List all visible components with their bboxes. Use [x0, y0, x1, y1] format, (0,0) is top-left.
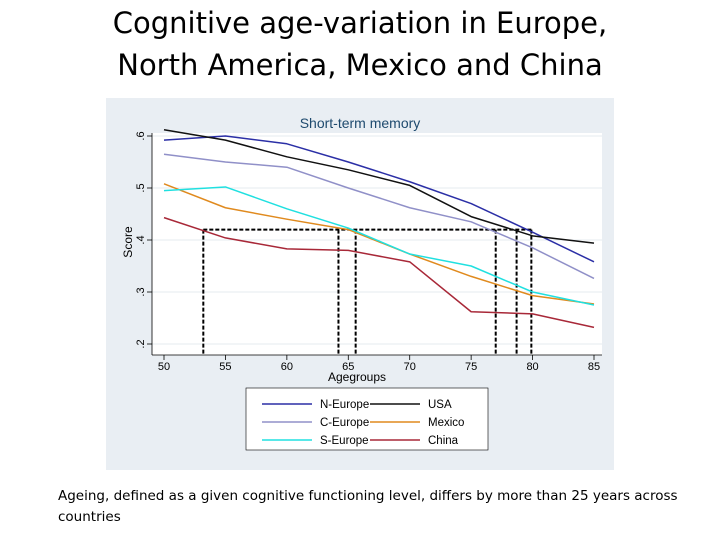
slide-caption: Ageing, defined as a given cognitive fun…: [58, 488, 678, 525]
series-line-c-europe: [163, 153, 595, 280]
y-tick-label: .6: [135, 131, 147, 140]
series-line-china: [163, 216, 595, 329]
plot-area: [152, 133, 602, 355]
series-lines: [163, 129, 595, 329]
legend-label-mexico: Mexico: [428, 417, 464, 429]
legend-label-china: China: [428, 435, 459, 447]
x-axis-label: Agegroups: [328, 370, 386, 384]
y-tick-label: .4: [135, 235, 147, 244]
y-tick-label: .2: [135, 339, 147, 348]
x-tick-label: 60: [281, 361, 293, 373]
chart-svg: .2 .3 .4 .5 .6 50 55 60 65 70 75 80 85 Short-term me…: [106, 98, 614, 470]
slide-title-line-1: Cognitive age-variation in Europe,: [112, 6, 608, 40]
x-tick-label: 85: [588, 361, 600, 373]
legend-label-n-europe: N-Europe: [320, 399, 369, 411]
chart-title: Short-term memory: [300, 115, 421, 131]
x-tick-label: 65: [342, 361, 354, 373]
x-tick-label: 70: [404, 361, 416, 373]
chart-figure: .2 .3 .4 .5 .6 50 55 60 65 70 75 80 85 Short-term me…: [106, 98, 614, 470]
legend-label-usa: USA: [428, 399, 452, 411]
axes: .2 .3 .4 .5 .6 50 55 60 65 70 75 80 85: [135, 131, 602, 373]
series-line-s-europe: [163, 186, 595, 306]
y-tick-label: .3: [135, 287, 147, 296]
x-tick-label: 50: [158, 361, 170, 373]
legend-label-s-europe: S-Europe: [320, 435, 369, 447]
y-axis-label: Score: [121, 226, 135, 258]
x-tick-label: 75: [465, 361, 477, 373]
slide-title: Cognitive age-variation in Europe, North…: [0, 2, 720, 86]
slide-title-line-2: North America, Mexico and China: [117, 48, 603, 82]
x-tick-label: 55: [219, 361, 231, 373]
legend: N-Europe USA C-Europe Mexico S-Europe China: [245, 387, 489, 451]
series-line-n-europe: [163, 135, 595, 263]
x-tick-label: 80: [526, 361, 538, 373]
series-line-usa: [163, 129, 595, 244]
y-tick-label: .5: [135, 183, 147, 192]
legend-label-c-europe: C-Europe: [320, 417, 369, 429]
